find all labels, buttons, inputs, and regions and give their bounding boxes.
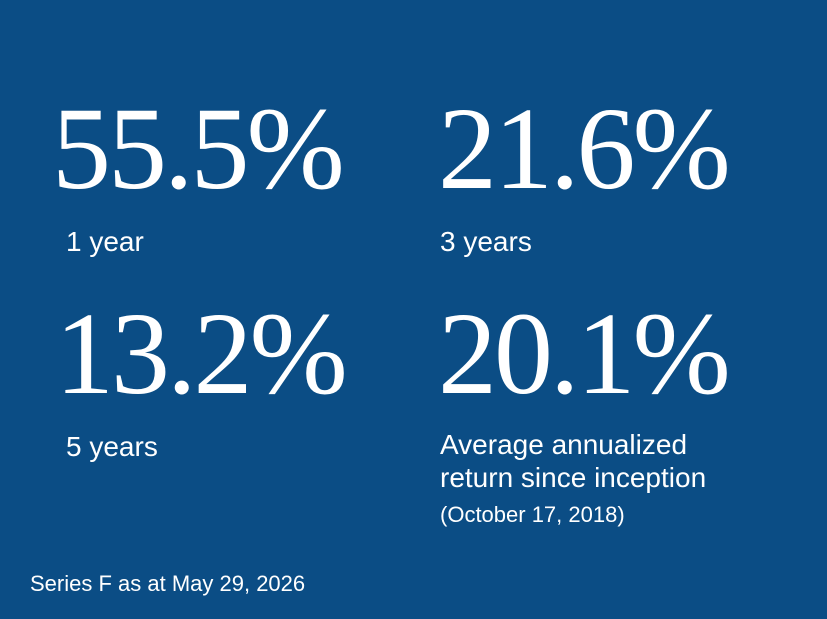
stat-label: Average annualized xyxy=(440,429,688,460)
stat-value: 20.1% xyxy=(438,288,731,419)
stat-label: 5 years xyxy=(66,431,158,462)
footer: Series F as at May 29, 2026 xyxy=(30,571,306,596)
stat-label: 1 year xyxy=(66,226,144,257)
stat-label: 3 years xyxy=(440,226,532,257)
stat-value: 21.6% xyxy=(438,83,731,214)
stat-value: 13.2% xyxy=(55,288,348,419)
stat-value: 55.5% xyxy=(52,83,345,214)
stat-note: (October 17, 2018) xyxy=(440,502,625,527)
stat-label: return since inception xyxy=(440,462,707,493)
